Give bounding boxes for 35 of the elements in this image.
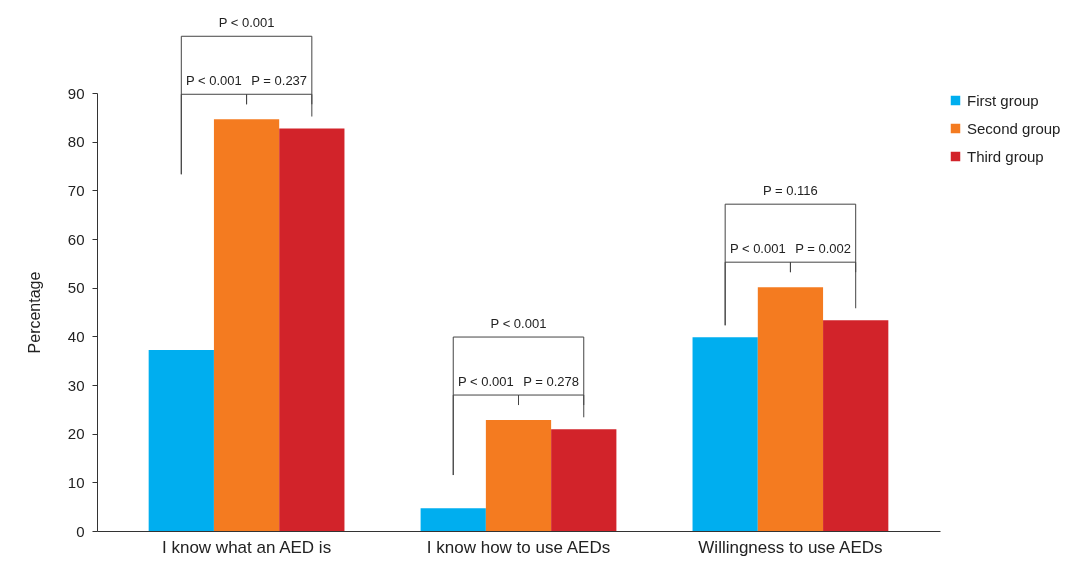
legend-label: Third group — [967, 147, 1044, 165]
y-tick-label: 60 — [67, 230, 85, 248]
y-tick-label: 50 — [67, 279, 85, 297]
bar — [213, 119, 280, 531]
y-tick-label: 0 — [76, 522, 85, 540]
bar — [485, 420, 552, 531]
bar — [279, 128, 345, 531]
annotation: P = 0.002 — [795, 241, 851, 257]
y-tick-label: 40 — [67, 327, 85, 345]
text: P = 0.237 — [251, 73, 308, 89]
annotation: P < 0.001 — [457, 374, 514, 390]
text: P < 0.001 — [218, 15, 275, 31]
bar — [148, 349, 214, 531]
y-tick-label: 10 — [67, 473, 85, 491]
bar — [692, 337, 758, 531]
y-tick-label: 80 — [67, 133, 85, 151]
text: P < 0.001 — [186, 73, 242, 89]
y-tick-label: 70 — [67, 181, 85, 199]
annotation: P = 0.278 — [523, 374, 580, 390]
x-tick-label: I know how to use AEDs — [426, 537, 611, 557]
legend-label: Second group — [967, 119, 1061, 137]
annotation: P < 0.001 — [729, 241, 786, 257]
y-axis-title: Percentage — [25, 271, 43, 354]
annotation: P = 0.116 — [763, 183, 818, 199]
annotation: P < 0.001 — [490, 316, 547, 332]
y-tick-label: 90 — [67, 84, 85, 102]
y-tick-label: 30 — [67, 376, 85, 394]
legend-label: First group — [967, 91, 1039, 109]
x-tick-label: I know what an AED is — [161, 537, 332, 557]
bar — [757, 287, 824, 531]
bar — [420, 508, 486, 531]
bar — [823, 320, 889, 531]
x-tick-label: Willingness to use AEDs — [698, 537, 883, 557]
bar — [551, 429, 617, 531]
y-tick-label: 20 — [67, 425, 85, 443]
